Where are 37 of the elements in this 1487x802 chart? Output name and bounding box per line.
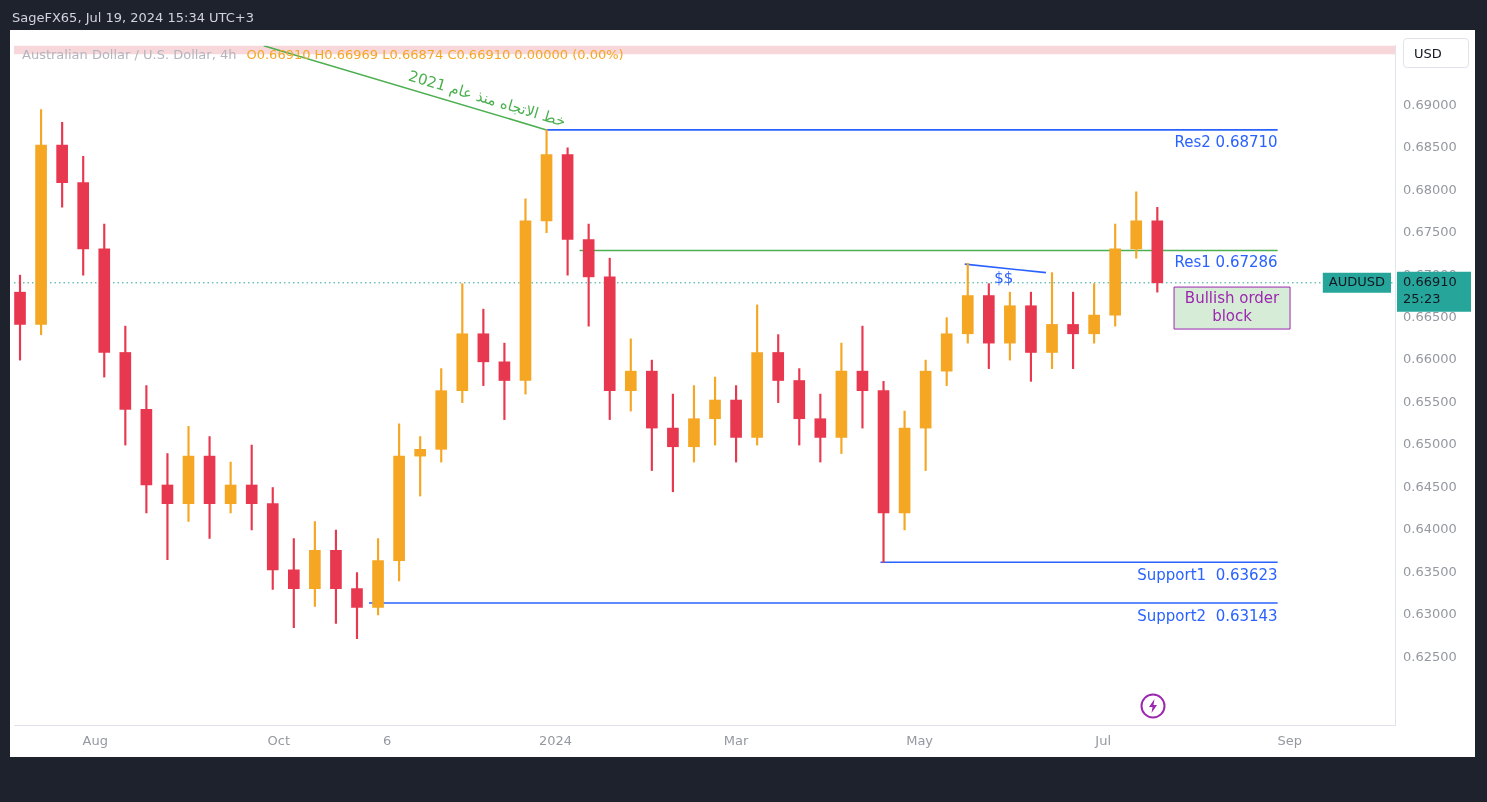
y-tick-label: 0.69000 <box>1403 96 1457 112</box>
y-tick-label: 0.65500 <box>1403 393 1457 409</box>
chart-title: SageFX65, Jul 19, 2024 15:34 UTC+3 <box>12 10 255 25</box>
y-tick-label: 0.68500 <box>1403 139 1457 155</box>
annotation: Res1 0.67286 <box>1174 253 1278 272</box>
x-tick-label: Sep <box>1277 732 1302 748</box>
x-tick-label: 6 <box>382 732 392 748</box>
annotation: $$ <box>994 269 1014 288</box>
y-tick-label: 0.67500 <box>1403 224 1457 240</box>
y-tick-label: 0.63500 <box>1403 563 1457 579</box>
y-axis-title: USD <box>1403 38 1469 68</box>
annotation: Res2 0.68710 <box>1174 132 1278 151</box>
x-tick-label: Oct <box>267 732 291 748</box>
y-tick-label: 0.63000 <box>1403 606 1457 622</box>
ref-line-label: 0.66910 <box>1403 274 1457 290</box>
annotation: Support1 0.63623 <box>1137 566 1278 585</box>
y-tick-label: 0.62500 <box>1403 648 1457 664</box>
candlestick <box>498 342 511 420</box>
x-tick-label: 2024 <box>539 732 573 748</box>
y-tick-label: 0.65000 <box>1403 436 1457 452</box>
text: 25:23 <box>1403 291 1441 307</box>
candlestick <box>161 453 174 561</box>
x-tick-label: Jul <box>1094 732 1111 748</box>
x-tick-label: Aug <box>82 732 108 748</box>
annotation: خط الاتجاه منذ عام 2021 <box>406 66 568 131</box>
y-tick-label: 0.66500 <box>1403 309 1457 325</box>
y-tick-label: 0.66000 <box>1403 351 1457 367</box>
annotation: Support2 0.63143 <box>1137 606 1278 625</box>
x-tick-label: May <box>906 732 934 748</box>
annotation: Bullish order block <box>1184 288 1281 325</box>
chart-subtitle: Australian Dollar / U.S. Dollar, 4h <box>22 47 237 62</box>
x-tick-label: Mar <box>723 732 750 748</box>
annotation: AUDUSD <box>1328 274 1386 290</box>
candlestick <box>856 325 869 429</box>
y-tick-label: 0.68000 <box>1403 181 1457 197</box>
y-tick-label: 0.64000 <box>1403 521 1457 537</box>
y-tick-label: 0.64500 <box>1403 478 1457 494</box>
